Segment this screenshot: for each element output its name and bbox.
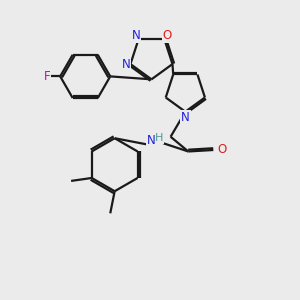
Text: O: O bbox=[163, 29, 172, 42]
Text: N: N bbox=[146, 134, 155, 147]
Text: N: N bbox=[122, 58, 130, 70]
Text: O: O bbox=[217, 143, 226, 157]
Text: N: N bbox=[181, 110, 190, 124]
Text: F: F bbox=[44, 70, 50, 83]
Text: N: N bbox=[132, 29, 140, 42]
Text: H: H bbox=[154, 133, 163, 143]
